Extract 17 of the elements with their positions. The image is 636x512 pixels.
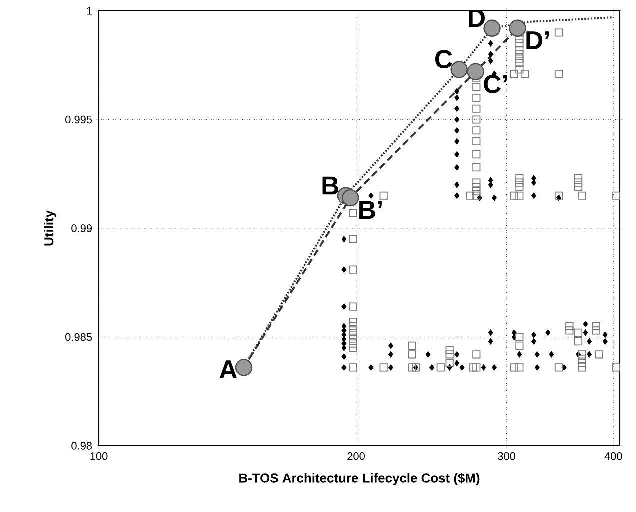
annotation: B’ [360,201,382,220]
x-tick-label: 400 [604,452,622,460]
y-tick-label: 0.98 [72,442,92,450]
y-tick-label: 0.985 [66,333,92,342]
x-tick-label: 200 [348,452,365,460]
y-tick-label: 0.99 [72,224,92,232]
annotation: B [322,176,339,195]
annotation: C’ [484,75,508,94]
x-tick-label: 300 [498,452,516,460]
x-tick-label: 100 [90,452,108,460]
y-tick-label: 0.995 [66,116,92,124]
x-axis-title: B-TOS Architecture Lifecycle Cost ($M) [240,473,480,486]
annotation: D’ [526,32,550,50]
y-axis-title: Utility [44,210,56,246]
y-tick-label: 1 [87,7,92,15]
annotation: C [436,50,452,69]
annotation: A [220,360,238,378]
